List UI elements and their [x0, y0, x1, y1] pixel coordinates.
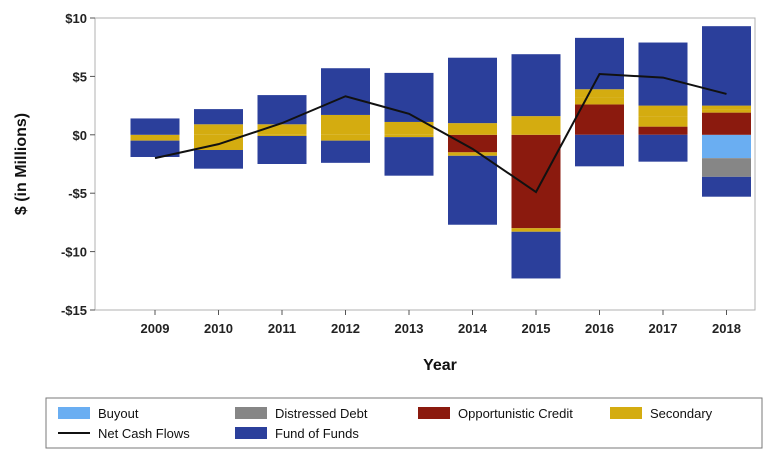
bar-fund-of-funds-2016 [575, 134, 624, 167]
bar-secondary-2016 [575, 97, 624, 105]
x-tick-label-2014: 2014 [458, 321, 488, 336]
legend: Buyout Distressed Debt Opportunistic Credi… [58, 406, 713, 441]
bar-secondary-2011 [257, 124, 307, 135]
bar-secondary-2012 [321, 114, 370, 135]
bars-layer [130, 26, 751, 279]
bar-fund-of-funds-2017 [638, 42, 688, 106]
bar-fund-of-funds-2015 [511, 231, 561, 279]
bar-opportunistic-credit-2017 [638, 126, 688, 135]
legend-box [45, 397, 763, 449]
x-tick-label-2016: 2016 [585, 321, 614, 336]
bar-secondary-2009 [130, 134, 180, 141]
bar-opportunistic-credit-2014 [448, 134, 497, 153]
bar-secondary-2017 [638, 105, 688, 117]
bar-fund-of-funds-2017 [638, 134, 688, 162]
legend-swatch-opportunistic-credit [418, 407, 450, 419]
x-axis: 2009 2010 2011 2012 2013 2014 2015 2016 2017 2018 [141, 310, 741, 336]
bar-secondary-2013 [384, 134, 434, 138]
bar-fund-of-funds-2015 [511, 54, 561, 117]
bar-secondary-2016 [575, 89, 624, 98]
bar-distressed-debt-2018 [702, 158, 751, 177]
y-axis: $10 $5 $0 -$5 -$10 -$15 [61, 11, 95, 318]
bar-fund-of-funds-2018 [702, 176, 751, 197]
bar-fund-of-funds-2012 [321, 140, 370, 163]
bar-opportunistic-credit-2018 [702, 112, 751, 135]
bar-buyout-2018 [702, 134, 751, 159]
x-tick-label-2017: 2017 [649, 321, 678, 336]
bar-fund-of-funds-2012 [321, 68, 370, 115]
x-tick-label-2015: 2015 [522, 321, 551, 336]
bar-fund-of-funds-2009 [130, 140, 180, 157]
y-tick-label: $10 [65, 11, 87, 26]
bar-fund-of-funds-2014 [448, 155, 497, 225]
y-axis-title: $ (in Millions) [13, 113, 30, 215]
bar-secondary-2014 [448, 123, 497, 135]
bar-secondary-2012 [321, 134, 370, 141]
legend-swatch-distressed-debt [235, 407, 267, 419]
bar-fund-of-funds-2011 [257, 95, 307, 125]
bar-secondary-2013 [384, 121, 434, 135]
bar-fund-of-funds-2018 [702, 26, 751, 106]
y-tick-label: $5 [73, 69, 87, 84]
legend-swatch-buyout [58, 407, 90, 419]
x-tick-label-2009: 2009 [141, 321, 170, 336]
bar-fund-of-funds-2011 [257, 135, 307, 164]
bar-secondary-2018 [702, 105, 751, 110]
legend-label-opportunistic-credit: Opportunistic Credit [458, 406, 573, 421]
legend-label-secondary: Secondary [650, 406, 713, 421]
line-layer [154, 73, 727, 194]
bar-secondary-2011 [257, 134, 307, 136]
legend-swatch-fund-of-funds [235, 427, 267, 439]
bar-secondary-2017 [638, 116, 688, 127]
y-tick-label: -$15 [61, 303, 87, 318]
legend-label-distressed-debt: Distressed Debt [275, 406, 368, 421]
bar-fund-of-funds-2013 [384, 137, 434, 176]
bar-opportunistic-credit-2016 [575, 104, 624, 135]
bar-fund-of-funds-2016 [575, 37, 624, 90]
y-tick-label: -$10 [61, 245, 87, 260]
legend-label-fund-of-funds: Fund of Funds [275, 426, 359, 441]
x-tick-label-2018: 2018 [712, 321, 741, 336]
bar-secondary-2015 [511, 116, 561, 135]
x-tick-label-2013: 2013 [395, 321, 424, 336]
y-tick-label: $0 [73, 128, 87, 143]
bar-fund-of-funds-2010 [194, 149, 243, 169]
bar-secondary-2018 [702, 109, 751, 113]
bar-secondary-2015 [511, 228, 561, 232]
bar-secondary-2014 [448, 152, 497, 156]
bar-secondary-2010 [194, 124, 243, 135]
bar-fund-of-funds-2010 [194, 109, 243, 125]
bar-fund-of-funds-2014 [448, 57, 497, 124]
x-axis-title: Year [423, 357, 457, 374]
legend-swatch-secondary [610, 407, 642, 419]
legend-label-buyout: Buyout [98, 406, 139, 421]
x-tick-label-2012: 2012 [331, 321, 360, 336]
y-tick-label: -$5 [68, 186, 87, 201]
x-tick-label-2010: 2010 [204, 321, 233, 336]
net-cash-flows-line [154, 73, 727, 194]
x-tick-label-2011: 2011 [268, 321, 296, 336]
legend-label-net-cash-flows: Net Cash Flows [98, 426, 190, 441]
bar-fund-of-funds-2009 [130, 118, 180, 135]
